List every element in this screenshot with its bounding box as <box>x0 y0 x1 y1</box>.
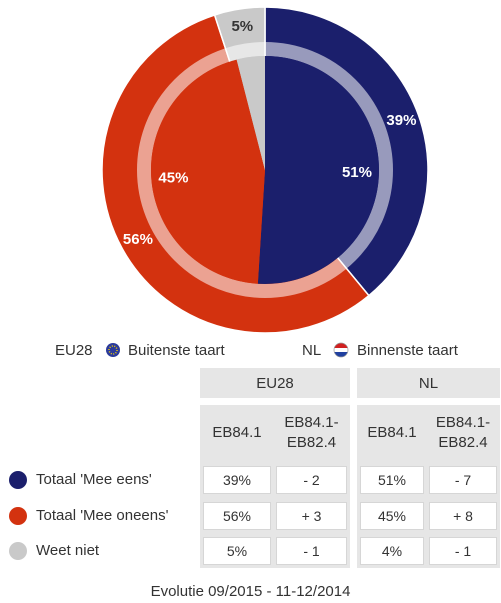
row-label: Totaal 'Mee oneens' <box>36 507 169 524</box>
data-label: 56% <box>123 231 153 248</box>
eu-flag <box>106 343 120 357</box>
legend-marker <box>9 507 27 525</box>
column-header: EB84.1 <box>367 424 417 441</box>
group-header: EU28 <box>200 368 350 398</box>
table-cell: - 1 <box>276 537 347 565</box>
table-cell: 4% <box>360 537 424 565</box>
group-header: NL <box>357 368 500 398</box>
table-cell: 56% <box>203 502 271 530</box>
legend-marker <box>9 542 27 560</box>
table-cell: - 7 <box>429 466 497 494</box>
data-label: 5% <box>231 18 253 35</box>
legend-marker <box>9 471 27 489</box>
pie-slice <box>151 59 265 284</box>
data-label: 45% <box>158 170 188 187</box>
table-cell: 45% <box>360 502 424 530</box>
row-label: Weet niet <box>36 542 100 559</box>
nl-flag <box>333 342 349 358</box>
table-cell: 39% <box>203 466 271 494</box>
table-cell: 5% <box>203 537 271 565</box>
legend-series: NL <box>302 342 321 359</box>
legend-series: EU28 <box>55 342 93 359</box>
legend-ring: Binnenste taart <box>357 342 459 359</box>
table-cell: - 1 <box>429 537 497 565</box>
table-cell: + 8 <box>429 502 497 530</box>
table-cell: 51% <box>360 466 424 494</box>
pie-slice <box>257 56 379 284</box>
ring-band <box>137 42 393 298</box>
data-label: 39% <box>386 112 416 129</box>
footer: Evolutie 09/2015 - 11-12/2014 <box>150 583 351 600</box>
data-label: 51% <box>342 164 372 181</box>
table-cell: - 2 <box>276 466 347 494</box>
table-cell: + 3 <box>276 502 347 530</box>
column-header: EB84.1-EB82.4 <box>435 414 491 451</box>
row-label: Totaal 'Mee eens' <box>36 471 152 488</box>
column-header: EB84.1 <box>212 424 262 441</box>
legend-ring: Buitenste taart <box>128 342 226 359</box>
pie-slice <box>236 56 265 170</box>
column-header: EB84.1-EB82.4 <box>284 414 339 451</box>
